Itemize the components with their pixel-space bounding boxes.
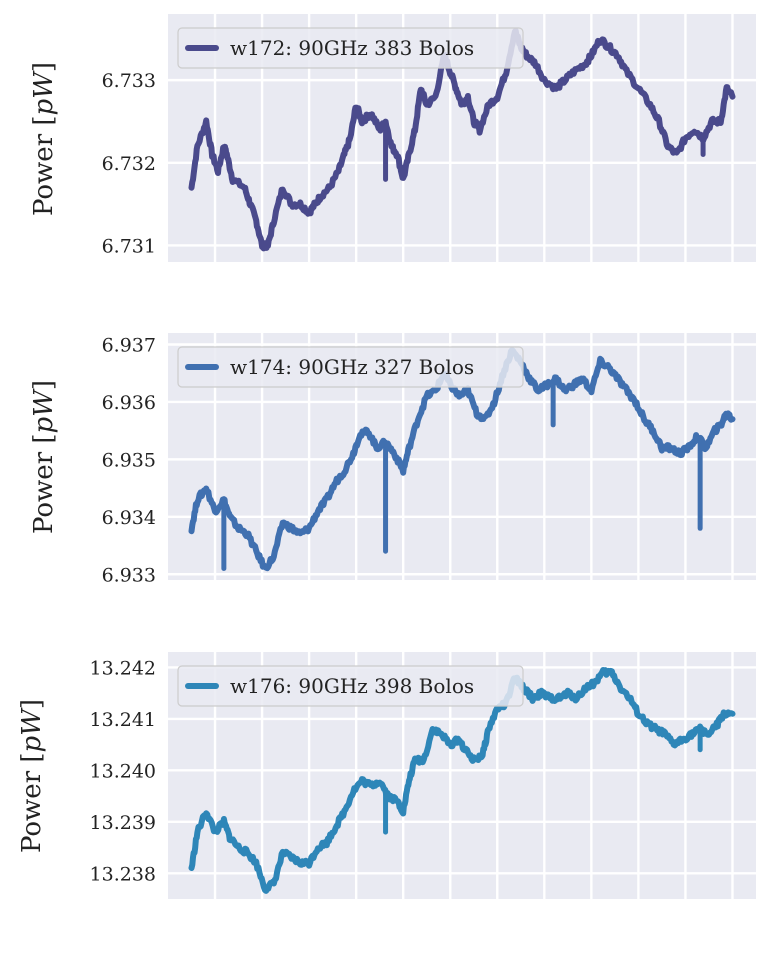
y-tick-label: 6.934 <box>102 507 156 529</box>
legend-box <box>177 665 524 707</box>
y-tick-label: 13.239 <box>90 812 156 834</box>
legend-label: w172: 90GHz 383 Bolos <box>230 36 474 60</box>
series-line <box>188 347 736 572</box>
y-tick-label: 6.732 <box>102 153 156 175</box>
legend-box <box>177 346 524 388</box>
y-axis-label: Power [pW] <box>17 699 47 853</box>
y-tick-label: 6.933 <box>102 564 156 586</box>
y-tick-label: 13.241 <box>90 709 156 731</box>
series-group <box>188 667 736 894</box>
y-tick-label: 13.240 <box>90 760 156 782</box>
y-axis-label: Power [pW] <box>29 380 59 534</box>
y-tick-label: 6.731 <box>102 235 156 257</box>
y-tick-label: 6.935 <box>102 449 156 471</box>
panel-w174: 6.933 6.934 6.935 6.936 6.937 Power [pW] w174:… <box>29 333 756 586</box>
y-tick-label: 6.937 <box>102 334 156 356</box>
legend-label: w176: 90GHz 398 Bolos <box>230 674 474 698</box>
y-tick-label: 13.242 <box>90 657 156 679</box>
panel-w176: 13.238 13.239 13.240 13.241 13.242 Power [pW]… <box>17 652 756 899</box>
series-line <box>188 27 736 252</box>
series-group <box>188 347 736 572</box>
y-tick-label: 6.936 <box>102 392 156 414</box>
y-tick-label: 6.733 <box>102 70 156 92</box>
series-group <box>188 27 736 252</box>
panel-w172: 6.731 6.732 6.733 Power [pW] w172: 90GHz 383… <box>29 14 756 262</box>
legend-label: w174: 90GHz 327 Bolos <box>230 355 474 379</box>
y-tick-label: 13.238 <box>90 863 156 885</box>
series-line <box>188 667 736 894</box>
y-axis-label: Power [pW] <box>29 62 59 216</box>
legend-box <box>177 27 524 69</box>
